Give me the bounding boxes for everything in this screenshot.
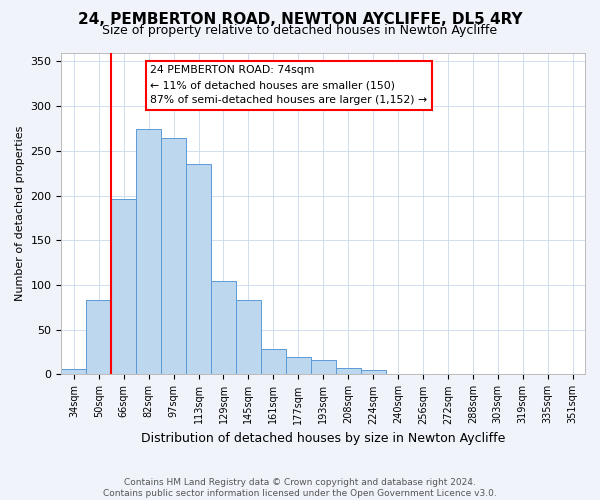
Bar: [211, 282, 236, 374]
Bar: [86, 300, 111, 374]
Bar: [286, 356, 311, 374]
Bar: [361, 370, 386, 374]
Bar: [311, 360, 335, 374]
Text: 24 PEMBERTON ROAD: 74sqm
← 11% of detached houses are smaller (150)
87% of semi-: 24 PEMBERTON ROAD: 74sqm ← 11% of detach…: [151, 66, 428, 105]
Y-axis label: Number of detached properties: Number of detached properties: [15, 126, 25, 301]
Bar: [61, 369, 86, 374]
Text: Size of property relative to detached houses in Newton Aycliffe: Size of property relative to detached ho…: [103, 24, 497, 37]
Bar: [186, 164, 211, 374]
Bar: [161, 138, 186, 374]
Text: Contains HM Land Registry data © Crown copyright and database right 2024.
Contai: Contains HM Land Registry data © Crown c…: [103, 478, 497, 498]
Bar: [111, 199, 136, 374]
Text: 24, PEMBERTON ROAD, NEWTON AYCLIFFE, DL5 4RY: 24, PEMBERTON ROAD, NEWTON AYCLIFFE, DL5…: [77, 12, 523, 28]
Bar: [261, 350, 286, 374]
X-axis label: Distribution of detached houses by size in Newton Aycliffe: Distribution of detached houses by size …: [141, 432, 505, 445]
Bar: [335, 368, 361, 374]
Bar: [136, 130, 161, 374]
Bar: [236, 300, 261, 374]
